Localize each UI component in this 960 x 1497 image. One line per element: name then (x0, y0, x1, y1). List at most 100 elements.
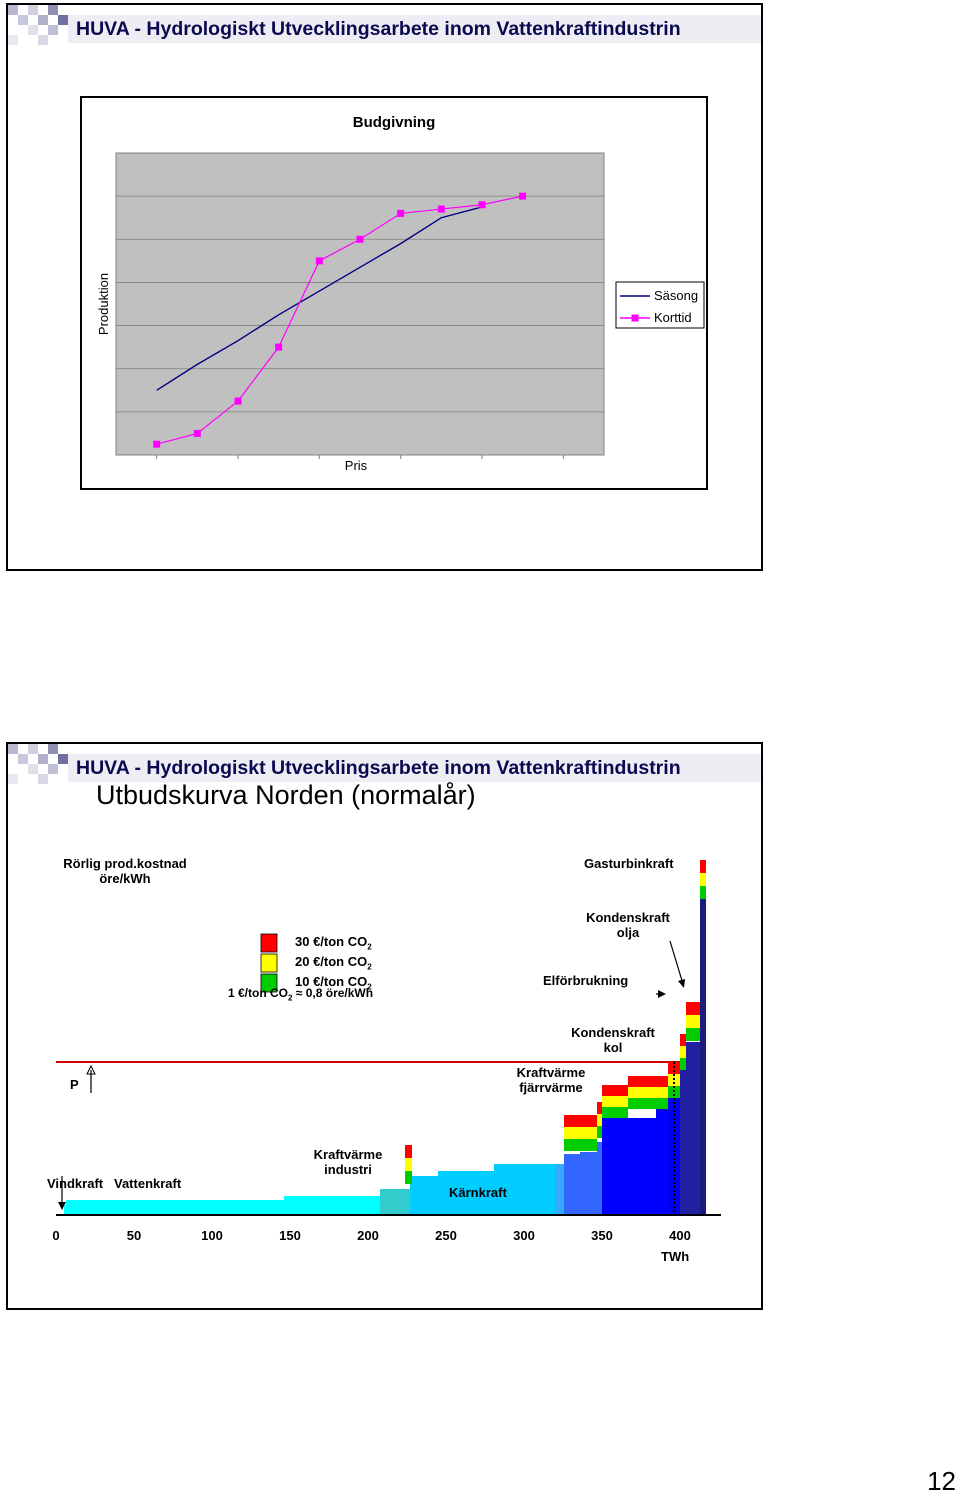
header-title: HUVA - Hydrologiskt Utvecklingsarbete in… (76, 18, 681, 40)
data-point (315, 257, 323, 265)
supply-block-8 (564, 1154, 580, 1214)
legend-marker (631, 314, 639, 322)
label-gasturbinkraft: Gasturbinkraft (584, 856, 674, 871)
supply-block-3 (380, 1189, 410, 1214)
legend-co2-20: 20 €/ton CO2 (295, 954, 372, 972)
supply-block-9 (580, 1152, 597, 1214)
supply-block-2 (284, 1196, 380, 1214)
co2-strip-0-2 (405, 1171, 412, 1184)
y-axis-label-line1: Rörlig prod.kostnad (63, 856, 187, 871)
x-tick-label: 50 (126, 1228, 142, 1243)
data-point (234, 397, 242, 405)
series-line-sasong (156, 206, 483, 391)
x-tick-label: 350 (591, 1228, 613, 1243)
legend-co2-swatch-2 (260, 973, 278, 993)
price-arrow-head (86, 1064, 96, 1075)
co2-strip-6-1 (680, 1046, 686, 1058)
co2-strip-3-0 (602, 1085, 628, 1096)
x-tick-label: 0 (52, 1228, 60, 1243)
co2-strip-2-0 (597, 1102, 602, 1114)
x-axis-label: Pris (345, 458, 368, 473)
page-number: 12 (927, 1466, 956, 1496)
y-axis-label: Produktion (96, 273, 111, 335)
supply-block-10 (597, 1142, 602, 1214)
y-axis-label-line2: öre/kWh (99, 871, 151, 886)
co2-strip-2-1 (597, 1114, 602, 1126)
budgivning-svg: Budgivning Pris Produktion Säsong Korttid (96, 114, 705, 473)
co2-strip-7-0 (686, 1002, 700, 1015)
supply-block-12 (628, 1118, 656, 1214)
co2-strip-4-2 (628, 1098, 668, 1109)
supply-block-15 (680, 1042, 686, 1214)
data-point (397, 209, 405, 217)
x-axis-unit: TWh (661, 1249, 690, 1264)
slide-subtitle: Utbudskurva Norden (normalår) (96, 780, 476, 810)
co2-strip-3-1 (602, 1096, 628, 1107)
co2-strip-3-2 (602, 1107, 628, 1118)
label-elforbrukning: Elförbrukning (543, 973, 629, 988)
data-point (153, 440, 161, 448)
legend-label: Korttid (654, 310, 692, 325)
elforbrukning-arrow-head (658, 990, 666, 998)
legend-box (615, 281, 705, 329)
legend-label: Säsong (654, 288, 698, 303)
co2-strip-7-1 (686, 1015, 700, 1028)
y-axis-label: Rörlig prod.kostnad öre/kWh (60, 856, 190, 886)
co2-strip-1-0 (564, 1115, 597, 1127)
co2-strip-8-0 (700, 860, 706, 873)
x-tick-label: 250 (435, 1228, 457, 1243)
vindkraft-arrow-head (58, 1202, 66, 1210)
co2-strip-0-1 (405, 1158, 412, 1171)
co2-strip-0-0 (405, 1145, 412, 1158)
chart-title: Budgivning (353, 114, 436, 131)
legend-co2-swatch-1 (260, 953, 278, 973)
slide-utbudskurva: HUVA - Hydrologiskt Utvecklingsarbete in… (6, 742, 763, 1310)
label-price-p: P (70, 1077, 79, 1092)
co2-strip-6-0 (680, 1034, 686, 1046)
co2-strip-4-0 (628, 1076, 668, 1087)
x-tick-label: 150 (279, 1228, 301, 1243)
co2-strip-4-1 (628, 1087, 668, 1098)
data-point (519, 192, 527, 200)
label-kondenskraft-kol: Kondenskraft kol (571, 1025, 655, 1055)
supply-block-17 (700, 899, 706, 1214)
legend-co2-swatch-0 (260, 933, 278, 953)
label-vindkraft: Vindkraft (47, 1176, 104, 1191)
label-vattenkraft: Vattenkraft (114, 1176, 182, 1191)
olja-arrow-head (678, 979, 685, 988)
supply-block-0 (64, 1205, 66, 1214)
supply-block-6 (494, 1164, 555, 1214)
slide-budgivning: HUVA - Hydrologiskt Utvecklingsarbete in… (6, 3, 763, 571)
x-tick-label: 300 (513, 1228, 535, 1243)
header-title: HUVA - Hydrologiskt Utvecklingsarbete in… (76, 757, 681, 779)
co2-strip-8-2 (700, 886, 706, 899)
legend-co2-10: 10 €/ton CO2 (295, 974, 372, 992)
series-line-korttid (156, 195, 523, 445)
co2-strip-7-2 (686, 1028, 700, 1041)
supply-curve-svg (56, 860, 721, 1216)
budgivning-chart: Budgivning Pris Produktion Säsong Korttid (80, 96, 708, 490)
supply-block-4 (410, 1176, 438, 1214)
data-point (275, 343, 283, 351)
legend-co2-30: 30 €/ton CO2 (295, 934, 372, 952)
supply-block-1 (66, 1200, 284, 1214)
olja-arrow-shaft (669, 940, 684, 985)
supply-block-13 (656, 1101, 668, 1214)
co2-strip-2-2 (597, 1126, 602, 1138)
supply-block-7 (555, 1164, 564, 1214)
data-point (193, 429, 201, 437)
header-decoration (8, 5, 761, 45)
co2-strip-1-1 (564, 1127, 597, 1139)
supply-block-11 (602, 1118, 628, 1214)
data-point (356, 235, 364, 243)
supply-block-16 (686, 1042, 700, 1214)
co2-strip-6-2 (680, 1058, 686, 1070)
x-tick-label: 100 (201, 1228, 223, 1243)
conversion-note: 1 €/ton CO2 ≈ 0,8 öre/kWh (228, 986, 374, 1003)
label-kraftvarme-fjarrvarme: Kraftvärme fjärrvärme (516, 1065, 586, 1095)
label-karnkraft: Kärnkraft (449, 1185, 507, 1200)
label-kondenskraft-olja: Kondenskraft olja (586, 910, 670, 940)
label-kraftvarme-industri: Kraftvärme industri (313, 1147, 383, 1177)
header-decoration (8, 744, 761, 784)
x-tick-label: 400 (669, 1228, 691, 1243)
